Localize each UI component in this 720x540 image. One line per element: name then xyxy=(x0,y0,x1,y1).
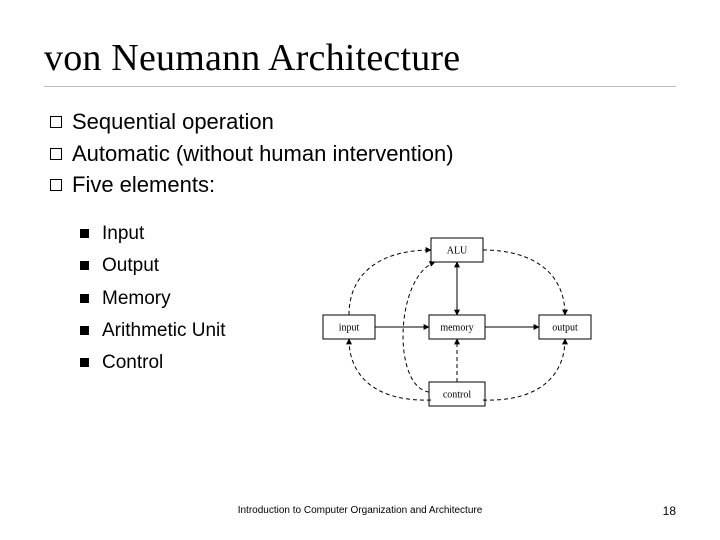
diagram-svg: ALU input memory output control xyxy=(307,222,607,422)
list-item: Arithmetic Unit xyxy=(80,315,226,347)
list-item: Memory xyxy=(80,283,226,315)
edge-dashed-alu-output xyxy=(483,250,565,315)
list-item: Sequential operation xyxy=(48,107,676,137)
architecture-diagram: ALU input memory output control xyxy=(238,218,676,422)
slide: von Neumann Architecture Sequential oper… xyxy=(0,0,720,540)
edge-dashed-input-alu xyxy=(349,250,431,315)
list-item: Automatic (without human intervention) xyxy=(48,139,676,169)
edge-dashed-control-input xyxy=(349,339,431,400)
list-item: Output xyxy=(80,250,226,282)
node-label-memory: memory xyxy=(440,322,473,333)
page-number: 18 xyxy=(663,504,676,518)
footer-text: Introduction to Computer Organization an… xyxy=(0,505,720,516)
node-label-input: input xyxy=(338,322,359,333)
list-item: Control xyxy=(80,347,226,379)
page-title: von Neumann Architecture xyxy=(44,36,676,80)
node-label-alu: ALU xyxy=(446,245,467,256)
bullet-list-level2: Input Output Memory Arithmetic Unit Cont… xyxy=(44,218,226,422)
content-row: Input Output Memory Arithmetic Unit Cont… xyxy=(44,218,676,422)
list-item: Input xyxy=(80,218,226,250)
edge-dashed-control-output xyxy=(483,339,565,400)
bullet-list-level1: Sequential operation Automatic (without … xyxy=(44,107,676,200)
list-item: Five elements: xyxy=(48,170,676,200)
node-label-output: output xyxy=(552,322,578,333)
node-label-control: control xyxy=(443,389,472,400)
title-underline xyxy=(44,86,676,87)
